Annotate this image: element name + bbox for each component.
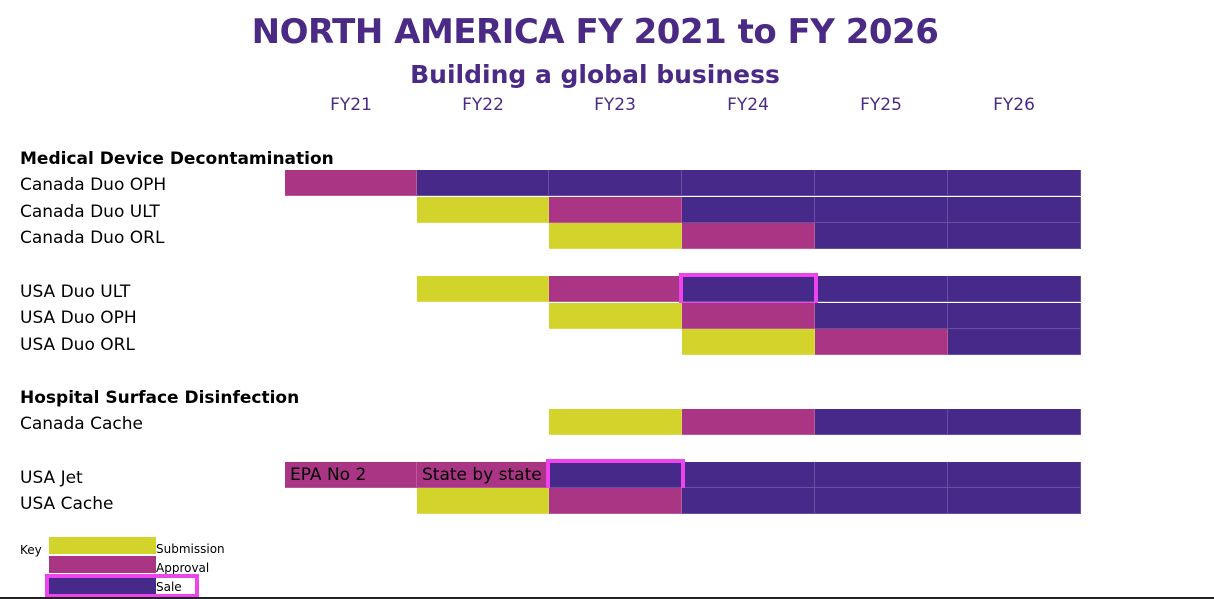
key-submission-label: Submission — [156, 542, 225, 556]
timeline-cell-sale — [948, 170, 1081, 196]
row-label: USA Duo ORL — [20, 335, 135, 355]
timeline-cell-sale — [549, 462, 682, 488]
section-heading: Medical Device Decontamination — [20, 149, 334, 169]
timeline-cell-sale — [815, 170, 948, 196]
timeline-cell-submission — [549, 223, 682, 249]
timeline-cell-sale — [948, 223, 1081, 249]
key-approval-label: Approval — [156, 561, 210, 575]
timeline-cell-submission — [549, 409, 682, 435]
cell-annotation: EPA No 2 — [290, 465, 367, 485]
timeline-cell-sale — [682, 197, 815, 223]
cell-annotation: State by state — [422, 465, 542, 485]
year-label: FY22 — [462, 95, 504, 115]
timeline-cell-sale — [682, 462, 815, 488]
timeline-cell-submission — [417, 488, 549, 514]
timeline-cell-approval — [549, 197, 682, 223]
year-label: FY26 — [993, 95, 1035, 115]
timeline-cell-submission — [417, 276, 549, 302]
page-title: NORTH AMERICA FY 2021 to FY 2026 — [251, 12, 939, 52]
year-label: FY25 — [860, 95, 902, 115]
row-label: Canada Duo OPH — [20, 175, 167, 195]
timeline-cell-approval — [549, 488, 682, 514]
timeline-cell-sale — [815, 276, 948, 302]
timeline-cell-approval — [682, 223, 815, 249]
page-subtitle: Building a global business — [410, 60, 780, 89]
timeline-cell-approval — [285, 170, 417, 196]
row-label: USA Duo ULT — [20, 282, 131, 302]
timeline-cell-submission — [682, 329, 815, 355]
key-sale-label: Sale — [156, 580, 182, 594]
timeline-cell-sale — [682, 488, 815, 514]
submission-swatch — [49, 537, 156, 554]
timeline-cell-approval — [682, 303, 815, 329]
timeline-cell-sale — [815, 409, 948, 435]
row-label: USA Cache — [20, 494, 114, 514]
timeline-cell-sale — [948, 276, 1081, 302]
row-label: Canada Duo ULT — [20, 202, 160, 222]
timeline-cell-sale — [815, 223, 948, 249]
timeline-cell-sale — [948, 488, 1081, 514]
approval-swatch — [49, 556, 156, 573]
timeline-cell-sale — [417, 170, 549, 196]
year-label: FY23 — [594, 95, 636, 115]
timeline-cell-approval: EPA No 2 — [285, 462, 417, 488]
sale-swatch — [49, 577, 156, 594]
row-label: Canada Cache — [20, 414, 143, 434]
timeline-cell-approval — [682, 409, 815, 435]
timeline-cell-approval — [549, 276, 682, 302]
year-label: FY24 — [727, 95, 769, 115]
timeline-cell-approval — [815, 329, 948, 355]
timeline-cell-approval: State by state — [417, 462, 549, 488]
row-label: Canada Duo ORL — [20, 228, 165, 248]
row-label: USA Duo OPH — [20, 308, 137, 328]
timeline-cell-submission — [549, 303, 682, 329]
timeline-cell-sale — [948, 197, 1081, 223]
timeline-cell-submission — [417, 197, 549, 223]
timeline-cell-sale — [948, 303, 1081, 329]
timeline-cell-sale — [549, 170, 682, 196]
timeline-cell-sale — [682, 170, 815, 196]
timeline-cell-sale — [682, 276, 815, 302]
timeline-cell-sale — [948, 409, 1081, 435]
key-title: Key — [20, 543, 42, 557]
timeline-cell-sale — [815, 303, 948, 329]
year-label: FY21 — [330, 95, 372, 115]
timeline-cell-sale — [948, 462, 1081, 488]
divider — [0, 597, 1214, 599]
timeline-cell-sale — [815, 462, 948, 488]
row-label: USA Jet — [20, 468, 83, 488]
section-heading: Hospital Surface Disinfection — [20, 388, 300, 408]
timeline-cell-sale — [815, 197, 948, 223]
timeline-cell-sale — [948, 329, 1081, 355]
timeline-cell-sale — [815, 488, 948, 514]
